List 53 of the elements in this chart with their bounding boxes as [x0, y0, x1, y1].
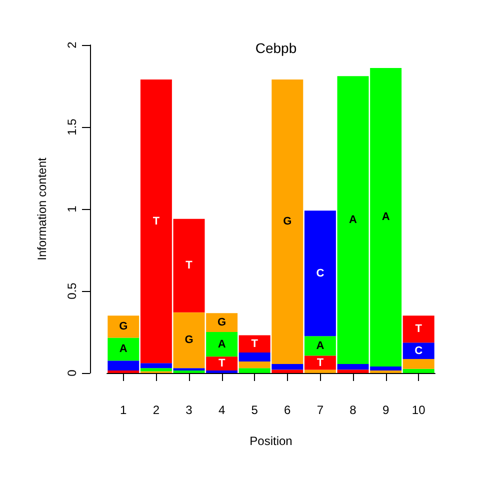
bar — [272, 364, 304, 370]
bar — [108, 316, 140, 338]
y-tick-label: 0 — [65, 369, 79, 376]
series-label: G — [218, 316, 226, 329]
y-tick-label: 1 — [65, 205, 79, 212]
x-tick-label: 10 — [412, 403, 426, 417]
bar — [402, 342, 434, 360]
x-tick-label: 4 — [218, 403, 226, 417]
text: T — [186, 260, 192, 272]
y-tick-label: 0.5 — [65, 282, 79, 300]
bar — [304, 210, 336, 336]
text: T — [152, 215, 160, 228]
series-label: T — [218, 358, 226, 370]
bar — [108, 338, 140, 361]
x-tick-label: 1 — [120, 403, 128, 417]
text: C — [316, 267, 324, 280]
x-tick-label: 3 — [186, 403, 193, 417]
bar — [238, 335, 270, 352]
text: G — [184, 334, 194, 346]
x-tick-label: 2 — [152, 403, 160, 417]
text: T — [251, 338, 258, 350]
chart-title: Cebpb — [255, 40, 297, 56]
text: T — [415, 323, 422, 336]
y-axis-title: Information content — [35, 156, 49, 260]
text: A — [349, 214, 357, 226]
text: G — [119, 320, 128, 333]
bar — [238, 352, 270, 362]
y-tick-label: 2 — [65, 41, 79, 48]
x-axis-title: Position — [250, 434, 292, 448]
bar — [402, 359, 434, 369]
x-tick-label: 9 — [382, 403, 390, 417]
series-label: A — [316, 340, 324, 352]
bar — [402, 316, 434, 343]
text: A — [382, 211, 390, 224]
bar — [206, 356, 238, 371]
x-tick-label: 7 — [316, 403, 324, 417]
y-tick-label: 1.5 — [65, 118, 79, 136]
bar — [272, 370, 304, 373]
bar — [304, 370, 336, 373]
x-tick-label: 6 — [284, 403, 292, 417]
bar — [173, 368, 205, 371]
bar — [206, 332, 238, 357]
x-tick-label: 5 — [251, 403, 258, 417]
text: A — [119, 343, 128, 356]
text: G — [283, 216, 292, 228]
bar — [337, 370, 369, 373]
bar — [304, 356, 336, 370]
bar — [402, 368, 434, 373]
x-tick-label: 8 — [350, 403, 357, 417]
bar — [238, 368, 270, 373]
text: T — [316, 356, 324, 369]
text: A — [218, 338, 226, 350]
series-label: C — [414, 344, 423, 357]
